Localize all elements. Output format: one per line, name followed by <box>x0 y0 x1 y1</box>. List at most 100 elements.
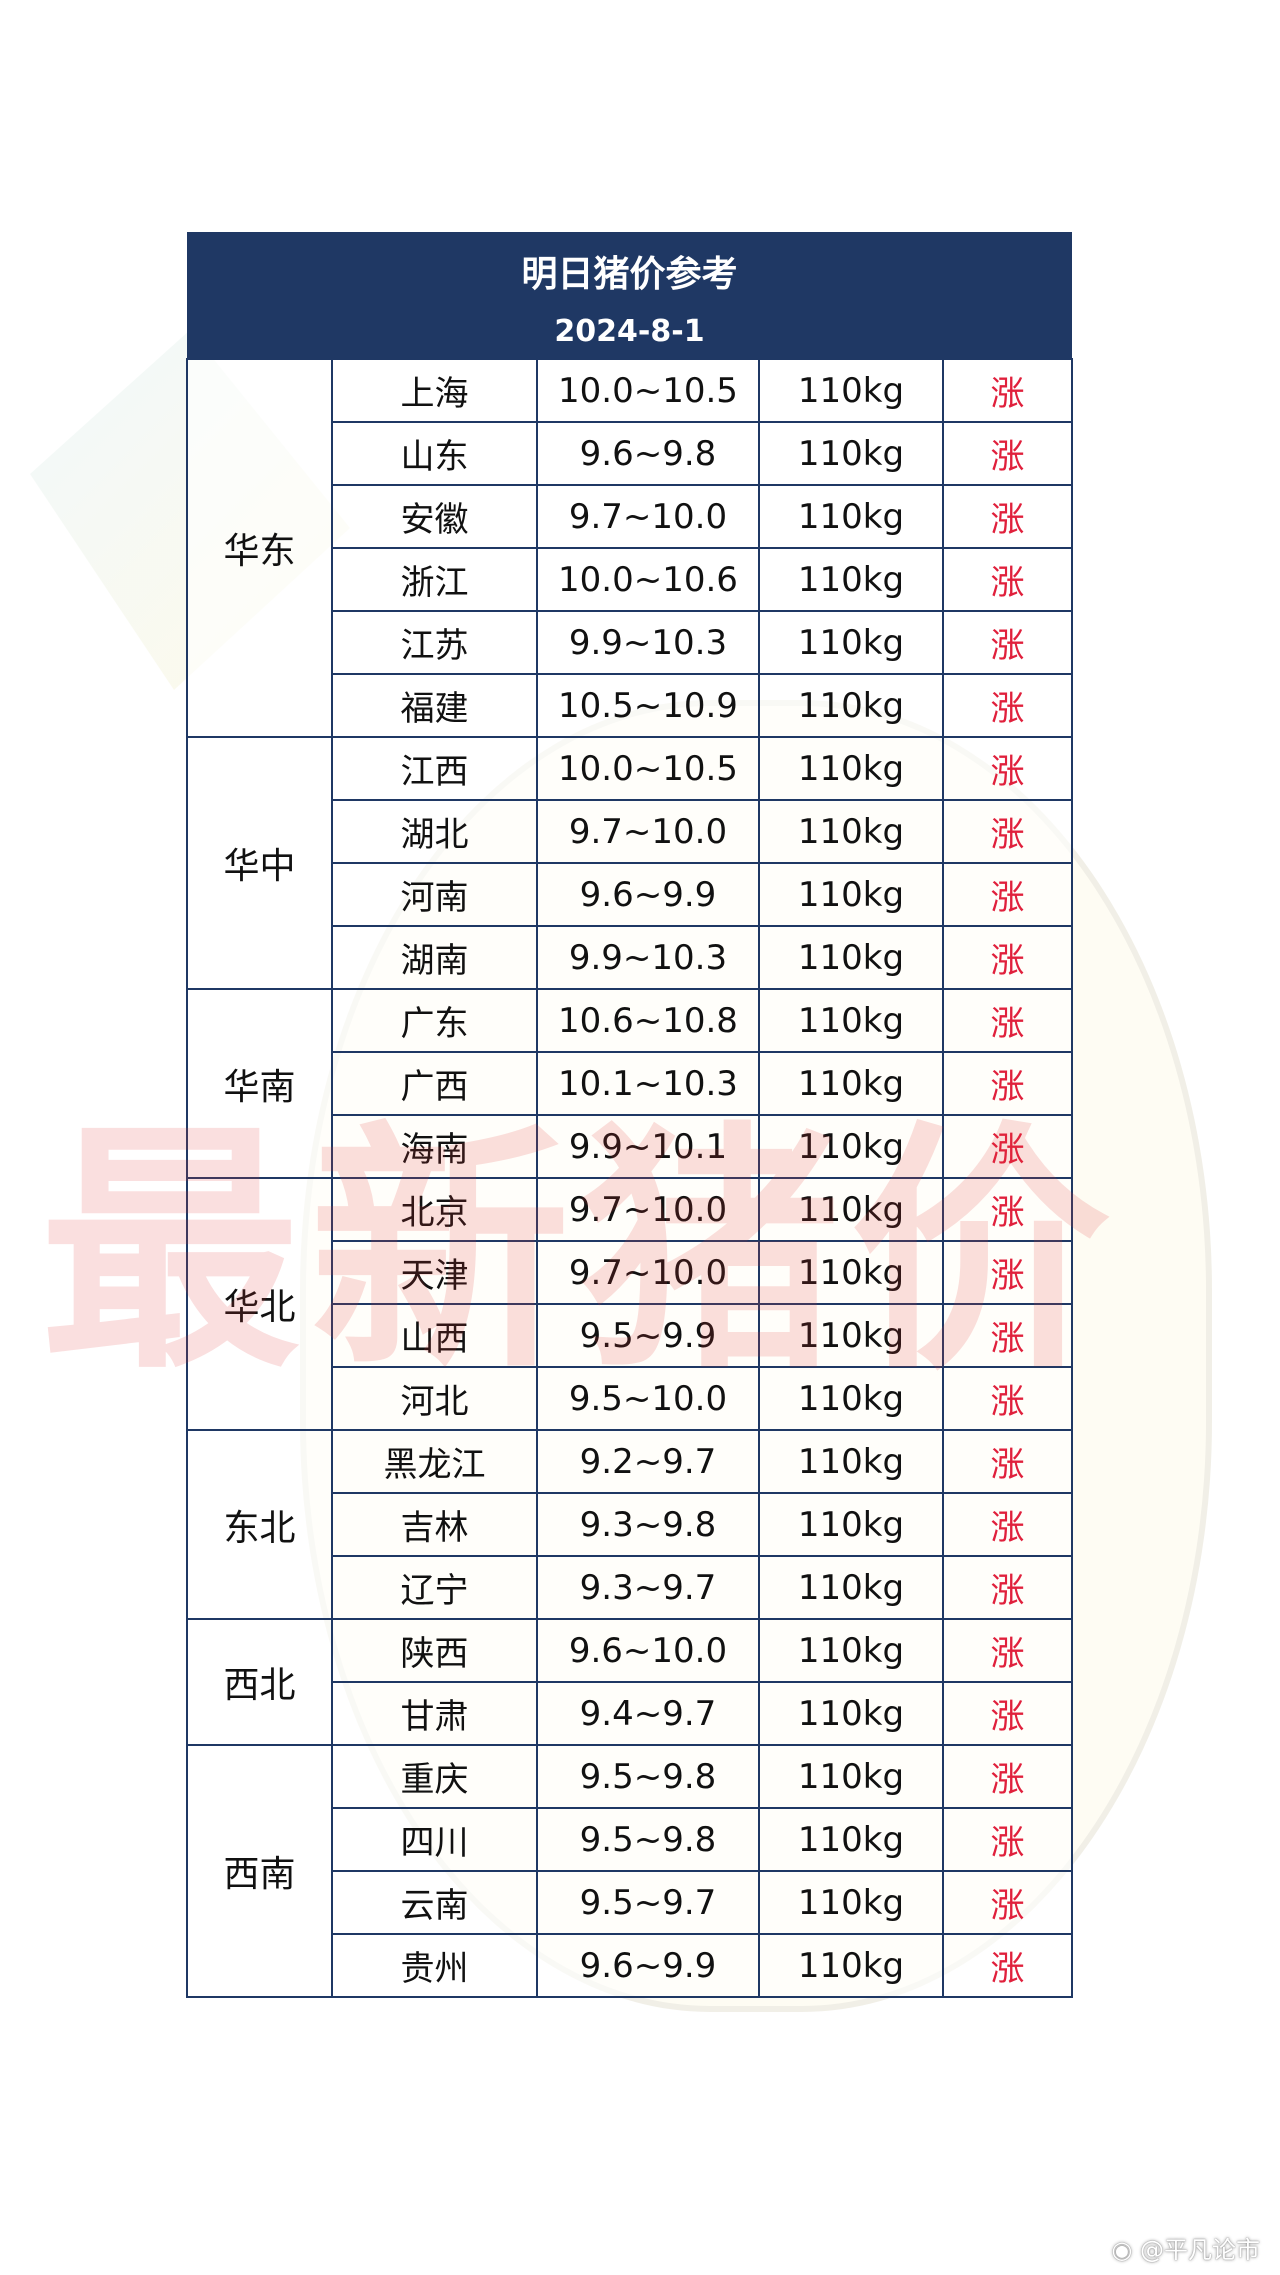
table-row: 安徽 9.7~10.0 110kg 涨 <box>187 484 1073 549</box>
trend-cell: 涨 <box>942 736 1073 801</box>
price-range-cell: 9.6~9.9 <box>536 862 760 927</box>
trend-cell: 涨 <box>942 421 1073 486</box>
table-row: 山东 9.6~9.8 110kg 涨 <box>187 421 1073 486</box>
table-row: 云南 9.5~9.7 110kg 涨 <box>187 1870 1073 1935</box>
trend-cell: 涨 <box>942 799 1073 864</box>
trend-cell: 涨 <box>942 1555 1073 1620</box>
price-range-cell: 9.3~9.7 <box>536 1555 760 1620</box>
province-cell: 湖北 <box>331 799 538 864</box>
trend-cell: 涨 <box>942 862 1073 927</box>
province-cell: 陕西 <box>331 1618 538 1683</box>
trend-cell: 涨 <box>942 1051 1073 1116</box>
table-body: 华东 上海 10.0~10.5 110kg 涨山东 9.6~9.8 110kg 涨安徽 9.7~… <box>186 358 1073 1998</box>
region-cell: 华北 <box>186 1177 333 1431</box>
price-range-cell: 9.5~9.8 <box>536 1807 760 1872</box>
table-row: 贵州 9.6~9.9 110kg 涨 <box>187 1933 1073 1998</box>
province-cell: 天津 <box>331 1240 538 1305</box>
price-range-cell: 10.5~10.9 <box>536 673 760 738</box>
table-row: 湖南 9.9~10.3 110kg 涨 <box>187 925 1073 990</box>
weight-cell: 110kg <box>758 1051 944 1116</box>
price-range-cell: 9.5~9.9 <box>536 1303 760 1368</box>
weight-cell: 110kg <box>758 1429 944 1494</box>
table-row: 华北 北京 9.7~10.0 110kg 涨 <box>186 1177 1073 1431</box>
province-cell: 四川 <box>331 1807 538 1872</box>
price-range-cell: 9.7~10.0 <box>536 1177 760 1242</box>
pig-price-table: 明日猪价参考 2024-8-1 华东 上海 10.0~10.5 110kg 涨山东 9.6… <box>186 232 1073 1998</box>
province-cell: 黑龙江 <box>331 1429 538 1494</box>
province-cell: 吉林 <box>331 1492 538 1557</box>
weight-cell: 110kg <box>758 1366 944 1431</box>
table-row: 吉林 9.3~9.8 110kg 涨 <box>187 1492 1073 1557</box>
price-range-cell: 9.5~9.7 <box>536 1870 760 1935</box>
province-cell: 山东 <box>331 421 538 486</box>
weight-cell: 110kg <box>758 1114 944 1179</box>
trend-cell: 涨 <box>942 1240 1073 1305</box>
table-row: 湖北 9.7~10.0 110kg 涨 <box>187 799 1073 864</box>
price-range-cell: 9.5~9.8 <box>536 1744 760 1809</box>
trend-cell: 涨 <box>942 358 1073 423</box>
weight-cell: 110kg <box>758 547 944 612</box>
weight-cell: 110kg <box>758 862 944 927</box>
trend-cell: 涨 <box>942 1744 1073 1809</box>
price-range-cell: 9.9~10.3 <box>536 925 760 990</box>
weight-cell: 110kg <box>758 610 944 675</box>
price-range-cell: 9.5~10.0 <box>536 1366 760 1431</box>
trend-cell: 涨 <box>942 610 1073 675</box>
weight-cell: 110kg <box>758 1555 944 1620</box>
table-row: 华东 上海 10.0~10.5 110kg 涨 <box>186 358 1073 738</box>
weight-cell: 110kg <box>758 1807 944 1872</box>
table-row: 广西 10.1~10.3 110kg 涨 <box>187 1051 1073 1116</box>
trend-cell: 涨 <box>942 1870 1073 1935</box>
table-row: 天津 9.7~10.0 110kg 涨 <box>187 1240 1073 1305</box>
table-title: 明日猪价参考 <box>187 232 1072 304</box>
province-cell: 浙江 <box>331 547 538 612</box>
weight-cell: 110kg <box>758 1933 944 1998</box>
province-cell: 重庆 <box>331 1744 538 1809</box>
province-cell: 广东 <box>331 988 538 1053</box>
trend-cell: 涨 <box>942 1681 1073 1746</box>
weight-cell: 110kg <box>758 484 944 549</box>
table-date: 2024-8-1 <box>187 304 1072 359</box>
province-cell: 海南 <box>331 1114 538 1179</box>
table-row: 江苏 9.9~10.3 110kg 涨 <box>187 610 1073 675</box>
price-range-cell: 9.6~9.9 <box>536 1933 760 1998</box>
trend-cell: 涨 <box>942 1492 1073 1557</box>
trend-cell: 涨 <box>942 1429 1073 1494</box>
weight-cell: 110kg <box>758 1681 944 1746</box>
table-row: 河南 9.6~9.9 110kg 涨 <box>187 862 1073 927</box>
table-row: 海南 9.9~10.1 110kg 涨 <box>187 1114 1073 1179</box>
province-cell: 安徽 <box>331 484 538 549</box>
province-cell: 山西 <box>331 1303 538 1368</box>
weight-cell: 110kg <box>758 1240 944 1305</box>
trend-cell: 涨 <box>942 1366 1073 1431</box>
trend-cell: 涨 <box>942 1177 1073 1242</box>
price-range-cell: 9.2~9.7 <box>536 1429 760 1494</box>
price-range-cell: 9.4~9.7 <box>536 1681 760 1746</box>
weight-cell: 110kg <box>758 1618 944 1683</box>
weight-cell: 110kg <box>758 925 944 990</box>
province-cell: 甘肃 <box>331 1681 538 1746</box>
province-cell: 湖南 <box>331 925 538 990</box>
trend-cell: 涨 <box>942 1618 1073 1683</box>
weibo-credit: ◉ @平凡论市 <box>1111 2230 1260 2265</box>
weight-cell: 110kg <box>758 1870 944 1935</box>
region-cell: 华南 <box>186 988 333 1179</box>
region-cell: 西北 <box>186 1618 333 1746</box>
province-cell: 上海 <box>331 358 538 423</box>
price-range-cell: 9.6~9.8 <box>536 421 760 486</box>
trend-cell: 涨 <box>942 547 1073 612</box>
province-cell: 北京 <box>331 1177 538 1242</box>
trend-cell: 涨 <box>942 988 1073 1053</box>
table-row: 四川 9.5~9.8 110kg 涨 <box>187 1807 1073 1872</box>
table-row: 甘肃 9.4~9.7 110kg 涨 <box>187 1681 1073 1746</box>
table-row: 西南 重庆 9.5~9.8 110kg 涨 <box>186 1744 1073 1998</box>
credit-text: @平凡论市 <box>1140 2236 1260 2264</box>
price-range-cell: 9.6~10.0 <box>536 1618 760 1683</box>
province-cell: 广西 <box>331 1051 538 1116</box>
province-cell: 河南 <box>331 862 538 927</box>
weight-cell: 110kg <box>758 1177 944 1242</box>
province-cell: 云南 <box>331 1870 538 1935</box>
trend-cell: 涨 <box>942 484 1073 549</box>
price-range-cell: 9.3~9.8 <box>536 1492 760 1557</box>
table-row: 山西 9.5~9.9 110kg 涨 <box>187 1303 1073 1368</box>
